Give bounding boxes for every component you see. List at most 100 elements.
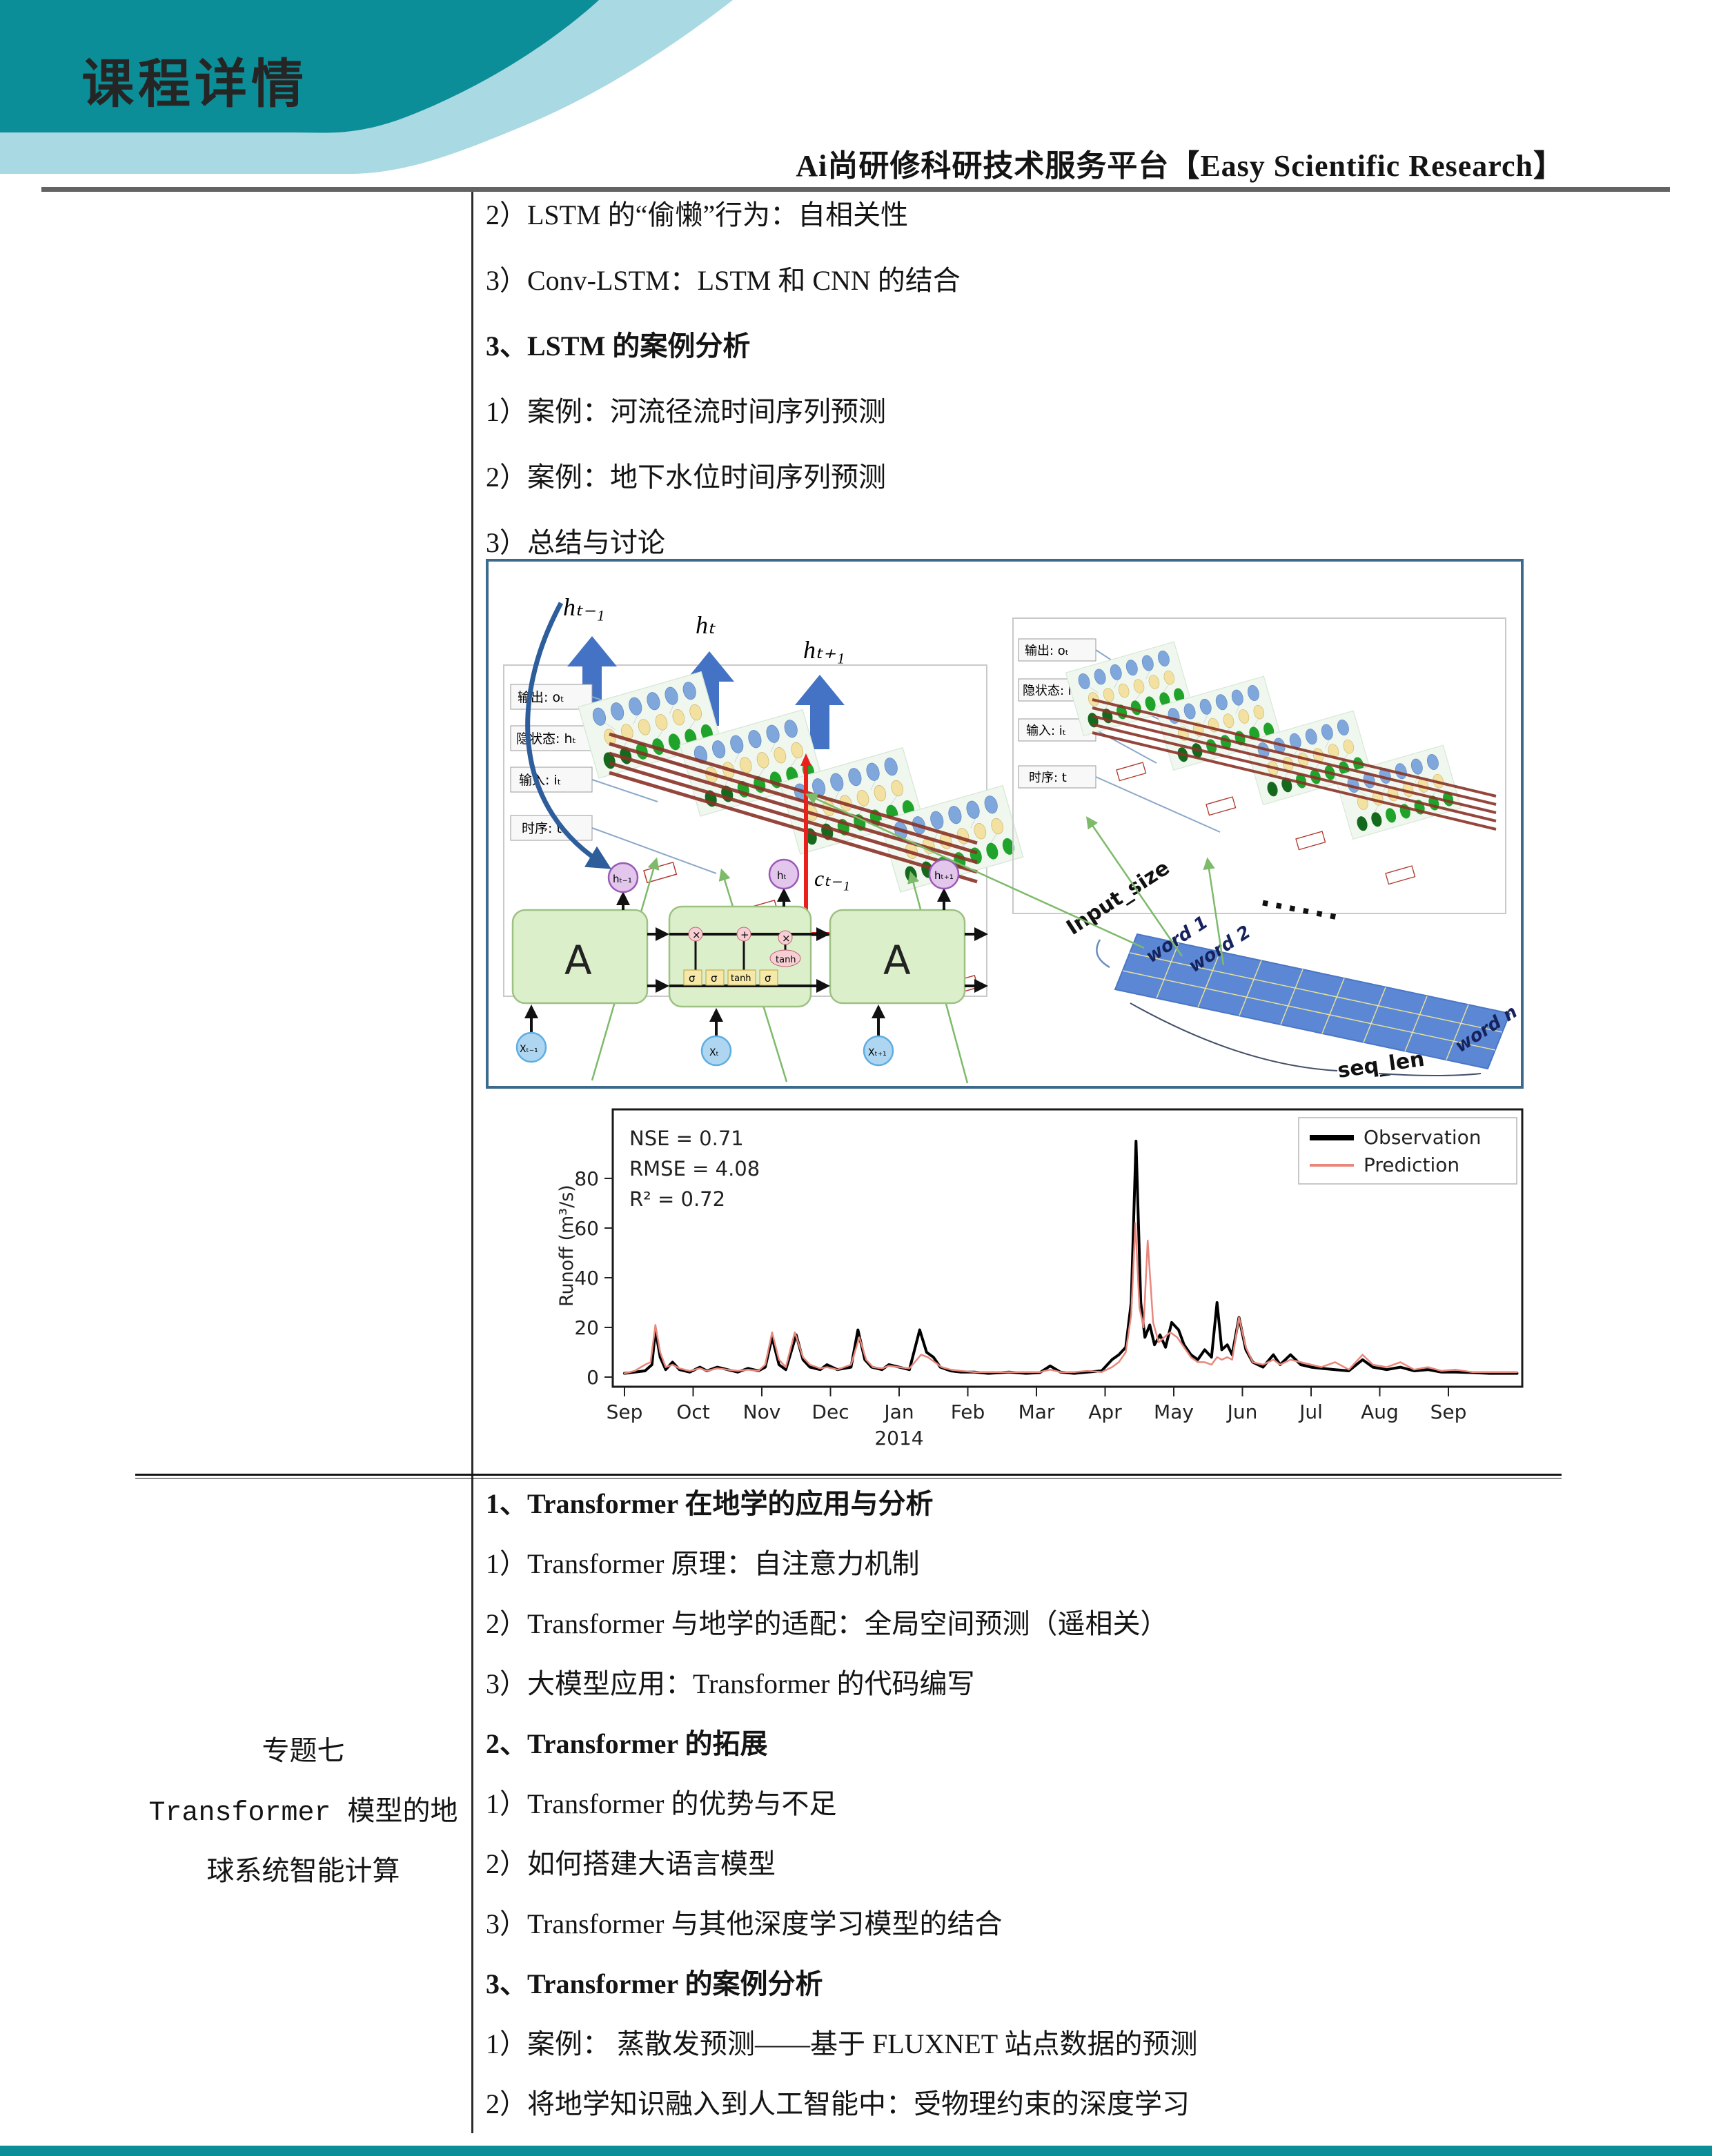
- lstm-input-tensor-panel: 输出: oₜ 隐状态: hₜ 输入: iₜ 时序: t: [1012, 617, 1506, 914]
- hidden-output-label: hₜ: [696, 611, 716, 639]
- y-tick-label: 0: [587, 1366, 599, 1389]
- course-outline-item: 3）Transformer 与其他深度学习模型的结合: [486, 1908, 1003, 1939]
- course-outline-item: 1）案例： 蒸散发预测——基于 FLUXNET 站点数据的预测: [486, 2028, 1198, 2059]
- legend-box-output: 输出: oₜ: [1018, 638, 1096, 662]
- svg-text:σ: σ: [765, 972, 771, 985]
- chart-legend: Observation Prediction: [1298, 1117, 1517, 1185]
- legend-box-input: 输入: iₜ: [510, 767, 593, 793]
- x-tick-label: Feb: [951, 1401, 985, 1423]
- x-tick-label: Aug: [1361, 1401, 1399, 1423]
- x-axis-ticks: Sep Oct Nov Dec Jan Feb Mar Apr May Jun Jul Aug Sep: [607, 1387, 1467, 1423]
- banner-title: 课程详情: [81, 53, 308, 115]
- hidden-output-label: hₜ₋₁: [563, 593, 604, 621]
- x-tick-label: Mar: [1019, 1401, 1055, 1423]
- legend-box-output: 输出: oₜ: [510, 684, 593, 710]
- page-title: Ai尚研修科研技术服务平台【Easy Scientific Research】: [796, 149, 1564, 183]
- svg-text:输入: iₜ: 输入: iₜ: [1026, 724, 1066, 738]
- legend-prediction: Prediction: [1364, 1154, 1459, 1176]
- course-outline-item: 2）LSTM 的“偷懒”行为：自相关性: [486, 199, 909, 230]
- topic-line: 专题七: [262, 1738, 345, 1769]
- svg-text:输出: oₜ: 输出: oₜ: [518, 690, 564, 705]
- course-outline-heading: 2、Transformer 的拓展: [486, 1728, 768, 1759]
- course-outline-item: 1）Transformer 原理：自注意力机制: [486, 1548, 920, 1579]
- svg-text:RMSE = 4.08: RMSE = 4.08: [629, 1157, 760, 1180]
- table-column-divider: [471, 192, 473, 2133]
- y-tick-label: 80: [574, 1167, 599, 1190]
- svg-text:σ: σ: [711, 972, 718, 985]
- topic-line: 球系统智能计算: [206, 1858, 400, 1889]
- hidden-state-nodes: hₜ₋₁ hₜ hₜ₊₁: [607, 858, 960, 893]
- course-outline-item: 2）Transformer 与地学的适配：全局空间预测（遥相关）: [486, 1608, 1168, 1639]
- header-banner: 课程详情: [0, 0, 733, 174]
- banner-dark-shape: [0, 0, 599, 133]
- svg-text:hₜ₋₁: hₜ₋₁: [613, 873, 632, 885]
- lstm-unrolled-network-panel: hₜ₋₁ hₜ hₜ₊₁ 输出: oₜ 隐状态: hₜ 输入: iₜ 时序: t…: [503, 593, 1024, 1084]
- course-outline-heading: 3、LSTM 的案例分析: [486, 330, 751, 362]
- y-tick-label: 20: [574, 1316, 599, 1339]
- header-rule: [41, 187, 1670, 192]
- y-tick-label: 60: [574, 1217, 599, 1240]
- legend-box-hidden: 隐状态: hₜ: [510, 725, 593, 751]
- recurrence-arrow: [525, 602, 612, 869]
- course-outline-heading: 1、Transformer 在地学的应用与分析: [486, 1488, 934, 1519]
- recurrent-connections: [609, 732, 978, 884]
- runoff-prediction-chart: Runoff (m³/s) 0 20 40 60 80 Sep Oct Nov Dec Jan F…: [552, 1100, 1532, 1458]
- x-tick-label: Sep: [1430, 1401, 1467, 1423]
- x-tick-label: Oct: [676, 1401, 709, 1423]
- course-outline-item: 1）案例：河流径流时间序列预测: [486, 396, 886, 427]
- svg-text:输入: iₜ: 输入: iₜ: [519, 773, 561, 788]
- hidden-output-label: hₜ₊₁: [803, 636, 845, 664]
- svg-text:hₜ: hₜ: [777, 869, 787, 882]
- grid-to-network-arrows: [805, 793, 1225, 966]
- svg-text:Xₜ₋₁: Xₜ₋₁: [520, 1044, 538, 1055]
- course-outline-item: 3）Conv-LSTM：LSTM 和 CNN 的结合: [486, 265, 961, 296]
- svg-text:hₜ₊₁: hₜ₊₁: [934, 869, 954, 882]
- x-tick-label: Nov: [743, 1401, 781, 1423]
- svg-text:tanh: tanh: [731, 973, 751, 984]
- legend-box-time: 时序: t: [510, 815, 593, 841]
- svg-text:×: ×: [692, 929, 701, 941]
- legend-observation: Observation: [1364, 1126, 1482, 1149]
- topic-line: Transformer 模型的地: [148, 1798, 458, 1829]
- seq-len-label: seq_len: [1336, 1047, 1426, 1083]
- svg-text:σ: σ: [689, 972, 696, 985]
- cell-state-label: cₜ₋₁: [814, 866, 850, 891]
- y-tick-label: 40: [574, 1267, 599, 1289]
- stats-annotation: NSE = 0.71 RMSE = 4.08 R² = 0.72: [629, 1127, 760, 1211]
- x-tick-label: Jan: [883, 1401, 914, 1423]
- topic-cell: 专题七 Transformer 模型的地 球系统智能计算: [135, 1723, 471, 1903]
- svg-text:隐状态: hₜ: 隐状态: hₜ: [516, 731, 576, 746]
- footer-accent-bar: [0, 2146, 1712, 2156]
- x-tick-label: Jun: [1226, 1401, 1258, 1423]
- svg-text:A: A: [564, 937, 592, 984]
- ellipsis-dots: ······: [1257, 886, 1344, 935]
- course-outline-item: 3）大模型应用：Transformer 的代码编写: [486, 1668, 975, 1699]
- y-axis-ticks: 0 20 40 60 80: [574, 1167, 613, 1389]
- svg-text:隐状态: hₜ: 隐状态: hₜ: [1023, 684, 1080, 698]
- legend-box-time: 时序: t: [1018, 765, 1096, 789]
- svg-text:时序: t: 时序: t: [1029, 771, 1067, 785]
- lstm-diagram-figure: hₜ₋₁ hₜ hₜ₊₁ 输出: oₜ 隐状态: hₜ 输入: iₜ 时序: t…: [486, 559, 1524, 1089]
- lstm-cell-a-left: A: [511, 909, 649, 1005]
- svg-text:×: ×: [782, 932, 791, 945]
- svg-text:Xₜ: Xₜ: [709, 1047, 719, 1058]
- course-outline-item: 1）Transformer 的优势与不足: [486, 1788, 837, 1819]
- svg-text:tanh: tanh: [776, 955, 796, 965]
- input-size-label: Input_size: [1062, 856, 1174, 940]
- prediction-line: [623, 1222, 1518, 1374]
- input-nodes: Xₜ₋₁ Xₜ Xₜ₊₁: [515, 1031, 894, 1067]
- lstm-cell-a-right: A: [829, 909, 966, 1005]
- x-axis-year-label: 2014: [874, 1427, 923, 1450]
- svg-text:+: +: [740, 929, 749, 941]
- table-row-divider: [135, 1474, 1562, 1478]
- svg-text:输出: oₜ: 输出: oₜ: [1025, 644, 1069, 658]
- svg-text:A: A: [883, 937, 911, 984]
- x-tick-label: Dec: [811, 1401, 849, 1423]
- lstm-cell-gates: × + × tanh σ σ tanh σ: [668, 905, 812, 1008]
- course-outline-item: 3）总结与讨论: [486, 527, 665, 558]
- svg-text:Xₜ₊₁: Xₜ₊₁: [868, 1047, 887, 1058]
- cell-connections: [524, 888, 988, 1036]
- course-outline-item: 2）将地学知识融入到人工智能中：受物理约束的深度学习: [486, 2088, 1190, 2119]
- x-tick-label: Jul: [1298, 1401, 1323, 1423]
